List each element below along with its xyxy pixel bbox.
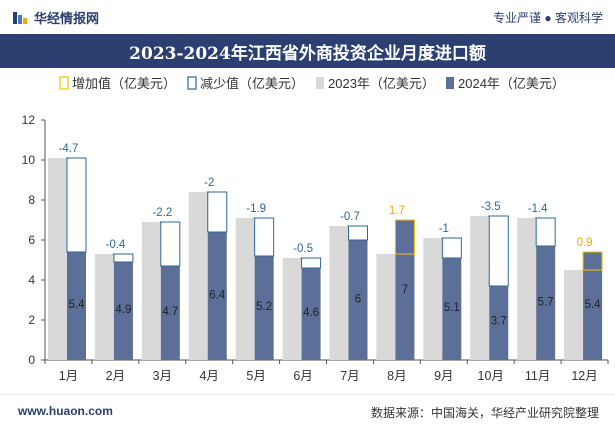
legend-swatch-decrease [187, 76, 197, 90]
decrease-marker [66, 157, 87, 253]
decrease-marker [301, 257, 322, 269]
x-tick-label: 8月 [387, 369, 406, 383]
bar-2023 [188, 192, 208, 360]
decrease-marker [254, 217, 275, 257]
change-label: -0.5 [293, 243, 313, 255]
x-tick-label: 11月 [525, 369, 550, 383]
bar-2023 [564, 270, 584, 360]
y-tick-label: 0 [28, 353, 35, 367]
change-label: 0.9 [577, 237, 593, 249]
bar-2023 [94, 254, 114, 360]
change-label: -4.7 [59, 143, 79, 155]
bar-2024 [348, 240, 368, 360]
x-tick-label: 1月 [59, 369, 78, 383]
website-link[interactable]: www.huaon.com [18, 404, 113, 418]
decrease-marker [348, 225, 368, 241]
legend-label: 2023年（亿美元） [328, 76, 435, 91]
bar-2023 [282, 258, 302, 360]
data-label-2024: 5.2 [256, 301, 272, 313]
bar-2024 [442, 258, 462, 360]
footer: www.huaon.com 数据来源：中国海关，华经产业研究院整理 [0, 394, 615, 428]
x-tick-label: 4月 [199, 369, 218, 383]
y-tick-label: 8 [28, 193, 35, 207]
y-tick-label: 2 [28, 313, 35, 327]
data-label-2024: 5.7 [538, 296, 554, 308]
bar-2023 [235, 218, 255, 360]
bar-2023 [423, 238, 443, 360]
chart-title: 2023-2024年江西省外商投资企业月度进口额 [129, 43, 486, 64]
y-tick-label: 4 [28, 273, 35, 287]
decrease-marker [207, 191, 228, 233]
decrease-marker [488, 215, 509, 287]
data-label-2024: 4.9 [115, 304, 131, 316]
decrease-marker [441, 237, 462, 259]
brand-logo-icon [13, 11, 27, 24]
change-label: -1.9 [246, 203, 266, 215]
y-tick-label: 12 [22, 113, 36, 127]
x-tick-label: 6月 [293, 369, 312, 383]
change-label: -2 [204, 177, 214, 189]
legend-swatch-2023 [316, 77, 324, 89]
bar-2024 [583, 252, 603, 360]
bar-2023 [517, 218, 537, 360]
bar-2024 [489, 286, 509, 360]
bar-2023 [470, 216, 490, 360]
bar-2023 [48, 158, 67, 360]
data-label-2024: 6.4 [209, 290, 226, 302]
bar-2023 [376, 254, 396, 360]
legend-swatch-increase [59, 76, 69, 90]
change-label: 1.7 [389, 205, 405, 217]
title-bar: 2023-2024年江西省外商投资企业月度进口额 [0, 34, 615, 68]
increase-marker [582, 251, 603, 271]
x-tick-label: 3月 [153, 369, 172, 383]
bar-2023 [329, 226, 349, 360]
x-tick-label: 2月 [106, 369, 125, 383]
change-label: -0.4 [106, 239, 126, 251]
change-label: -0.7 [340, 211, 360, 223]
x-tick-label: 7月 [340, 369, 359, 383]
data-label-2024: 4.7 [162, 306, 178, 318]
bar-2024 [207, 232, 227, 360]
bar-2024 [113, 262, 133, 360]
y-tick-label: 6 [28, 233, 35, 247]
data-label-2024: 5.4 [69, 299, 86, 311]
x-tick-label: 10月 [478, 369, 504, 383]
bar-2024 [395, 220, 415, 360]
change-label: -1 [439, 223, 449, 235]
x-tick-label: 12月 [571, 369, 597, 383]
bar-2024 [67, 252, 86, 360]
change-label: -2.2 [152, 207, 172, 219]
data-label-2024: 5.4 [585, 299, 602, 311]
data-label-2024: 7 [402, 284, 408, 296]
change-label: -1.4 [528, 203, 548, 215]
brand: 华经情报网 [12, 8, 99, 27]
change-label: -3.5 [481, 201, 501, 213]
bar-2024 [301, 268, 321, 360]
bar-2023 [141, 222, 161, 360]
data-label-2024: 4.6 [303, 307, 319, 319]
brand-name: 华经情报网 [34, 11, 100, 26]
data-label-2024: 3.7 [491, 315, 507, 327]
y-tick-label: 10 [22, 153, 36, 167]
x-tick-label: 9月 [434, 369, 453, 383]
top-bar: 华经情报网 专业严谨 ● 客观科学 [0, 0, 615, 34]
bar-chart: 增加值（亿美元） 减少值（亿美元） 2023年（亿美元） 2024年（亿美元） 0 2 4 6… [22, 76, 609, 383]
legend-swatch-2024 [446, 77, 454, 89]
bar-2024 [254, 256, 274, 360]
data-source: 数据来源：中国海关，华经产业研究院整理 [370, 406, 599, 420]
increase-marker [394, 219, 415, 255]
legend-label: 增加值（亿美元） [72, 76, 176, 91]
bar-2024 [160, 266, 180, 360]
legend-label: 减少值（亿美元） [200, 76, 304, 91]
decrease-marker [535, 217, 556, 247]
bar-2024 [536, 246, 556, 360]
legend-label: 2024年（亿美元） [458, 76, 565, 91]
data-label-2024: 5.1 [444, 302, 460, 314]
tagline: 专业严谨 ● 客观科学 [493, 11, 603, 25]
x-tick-label: 5月 [246, 369, 265, 383]
data-label-2024: 6 [355, 293, 361, 305]
decrease-marker [160, 221, 181, 267]
decrease-marker [113, 253, 134, 263]
